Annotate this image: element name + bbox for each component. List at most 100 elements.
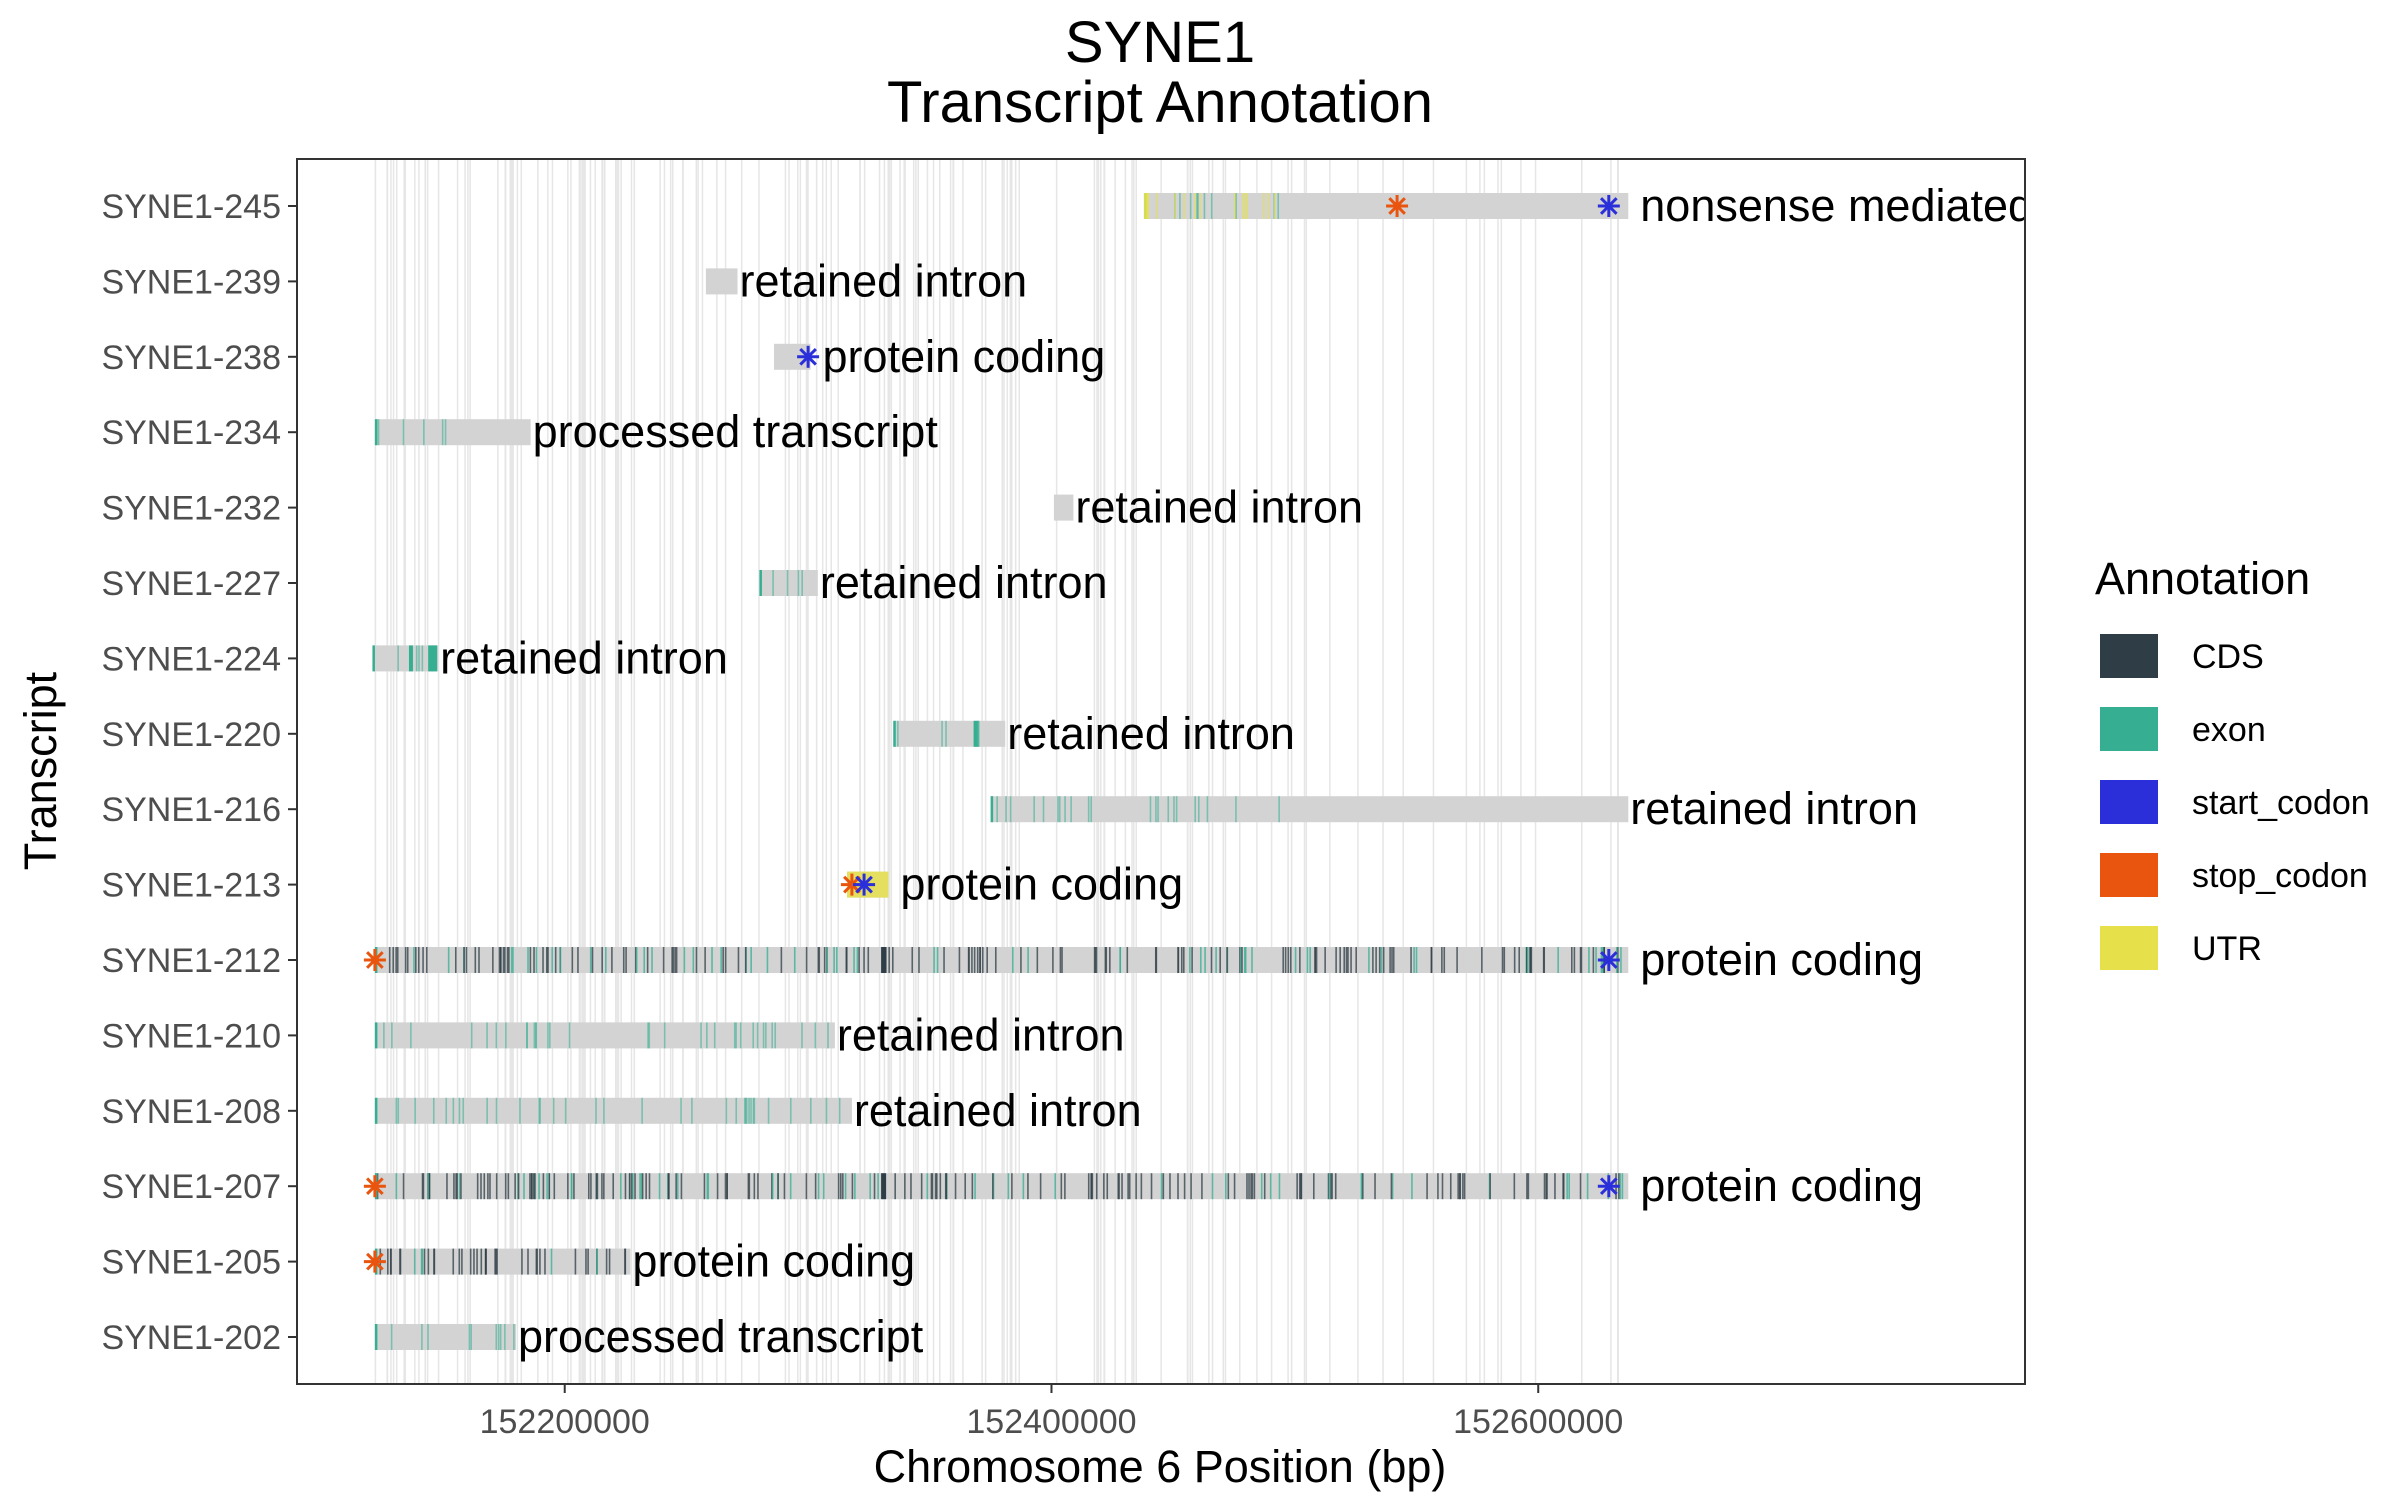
exon-mark	[1203, 193, 1206, 219]
exon-mark	[390, 1324, 393, 1350]
cds-mark	[854, 1173, 856, 1200]
cds-mark	[1118, 1173, 1120, 1200]
cds-mark	[1566, 1173, 1568, 1200]
cds-mark	[1526, 1173, 1528, 1200]
cds-mark	[726, 1173, 728, 1200]
cds-mark	[1557, 947, 1559, 973]
cds-mark	[676, 1173, 679, 1200]
cds-mark	[461, 1248, 463, 1275]
cds-mark	[805, 947, 808, 973]
exon-mark	[1235, 796, 1237, 823]
biotype-label: protein coding	[632, 1236, 915, 1287]
cds-mark	[1527, 1173, 1530, 1200]
cds-mark	[611, 947, 613, 973]
cds-mark	[639, 1173, 641, 1200]
cds-mark	[1350, 947, 1352, 973]
cds-mark	[417, 947, 420, 973]
cds-mark	[826, 947, 828, 973]
cds-mark	[428, 1173, 431, 1200]
exon-mark	[1206, 796, 1209, 823]
cds-mark	[675, 1173, 677, 1200]
cds-mark	[777, 1173, 779, 1200]
cds-mark	[1296, 1173, 1298, 1200]
cds-mark	[1199, 947, 1202, 973]
cds-mark	[632, 1173, 634, 1200]
exon-mark	[1149, 796, 1152, 823]
cds-mark	[458, 1173, 461, 1200]
exon-mark	[977, 720, 979, 747]
cds-mark	[504, 947, 506, 973]
cds-mark	[1545, 1173, 1548, 1200]
cds-mark	[822, 1173, 825, 1200]
cds-mark	[724, 947, 727, 973]
y-tick-label: SYNE1-232	[101, 490, 281, 528]
exon-mark	[470, 1324, 472, 1350]
cds-mark	[704, 947, 706, 973]
cds-mark	[1525, 947, 1528, 973]
cds-mark	[737, 947, 740, 973]
y-tick-label: SYNE1-212	[101, 942, 281, 980]
start-codon-mark	[797, 345, 820, 368]
cds-mark	[672, 947, 675, 973]
cds-mark	[1457, 1173, 1459, 1200]
cds-mark	[1093, 947, 1096, 973]
cds-mark	[1568, 1173, 1570, 1200]
utr-mark	[1174, 193, 1176, 219]
cds-mark	[433, 1248, 436, 1275]
exon-mark	[377, 419, 380, 446]
cds-mark	[605, 1248, 608, 1275]
cds-mark	[1251, 947, 1253, 973]
utr-mark	[1199, 193, 1202, 219]
cds-mark	[1579, 1173, 1582, 1200]
cds-mark	[892, 947, 894, 973]
cds-mark	[1306, 947, 1309, 973]
exon-mark	[462, 1097, 465, 1124]
cds-mark	[1390, 1173, 1393, 1200]
transcript-body	[374, 1248, 631, 1275]
cds-mark	[622, 947, 625, 973]
cds-mark	[954, 1173, 957, 1200]
cds-mark	[856, 947, 859, 973]
y-axis: SYNE1-245 SYNE1-239 SYNE1-238 SYNE1-234 SYNE…	[101, 188, 297, 1357]
cds-mark	[1298, 1173, 1301, 1200]
cds-mark	[494, 1248, 496, 1275]
cds-mark	[527, 1248, 529, 1275]
x-tick-label: 152600000	[1453, 1403, 1623, 1441]
cds-mark	[1299, 947, 1301, 973]
cds-mark	[1103, 1173, 1105, 1200]
cds-mark	[1529, 947, 1531, 973]
exon-mark	[647, 1022, 649, 1049]
exon-mark	[1057, 796, 1059, 823]
cds-mark	[1126, 947, 1129, 973]
cds-mark	[1501, 947, 1504, 973]
cds-mark	[771, 1173, 774, 1200]
cds-mark	[840, 1173, 842, 1200]
x-tick-label: 152400000	[966, 1403, 1136, 1441]
exon-mark	[513, 1324, 515, 1350]
cds-mark	[934, 1173, 937, 1200]
cds-mark	[1248, 1173, 1250, 1200]
exon-mark	[772, 570, 774, 596]
cds-mark	[1360, 1173, 1363, 1200]
exon-mark	[774, 1022, 777, 1049]
utr-mark	[1267, 193, 1270, 219]
exon-mark	[1033, 796, 1035, 823]
cds-mark	[1036, 947, 1039, 973]
cds-mark	[465, 947, 468, 973]
exon-mark	[789, 1097, 792, 1124]
utr-mark	[1273, 193, 1276, 219]
cds-mark	[521, 1248, 523, 1275]
exon-mark	[441, 419, 444, 446]
cds-mark	[1382, 947, 1385, 973]
exon-mark	[1173, 796, 1175, 823]
transcript-body	[1053, 494, 1074, 521]
exon-mark	[748, 1097, 750, 1124]
exon-mark	[547, 1022, 549, 1049]
cds-mark	[1251, 1173, 1254, 1200]
cds-mark	[918, 947, 920, 973]
cds-mark	[904, 1173, 906, 1200]
cds-mark	[716, 1173, 719, 1200]
cds-mark	[643, 947, 646, 973]
cds-mark	[454, 947, 457, 973]
cds-mark	[550, 1248, 553, 1275]
